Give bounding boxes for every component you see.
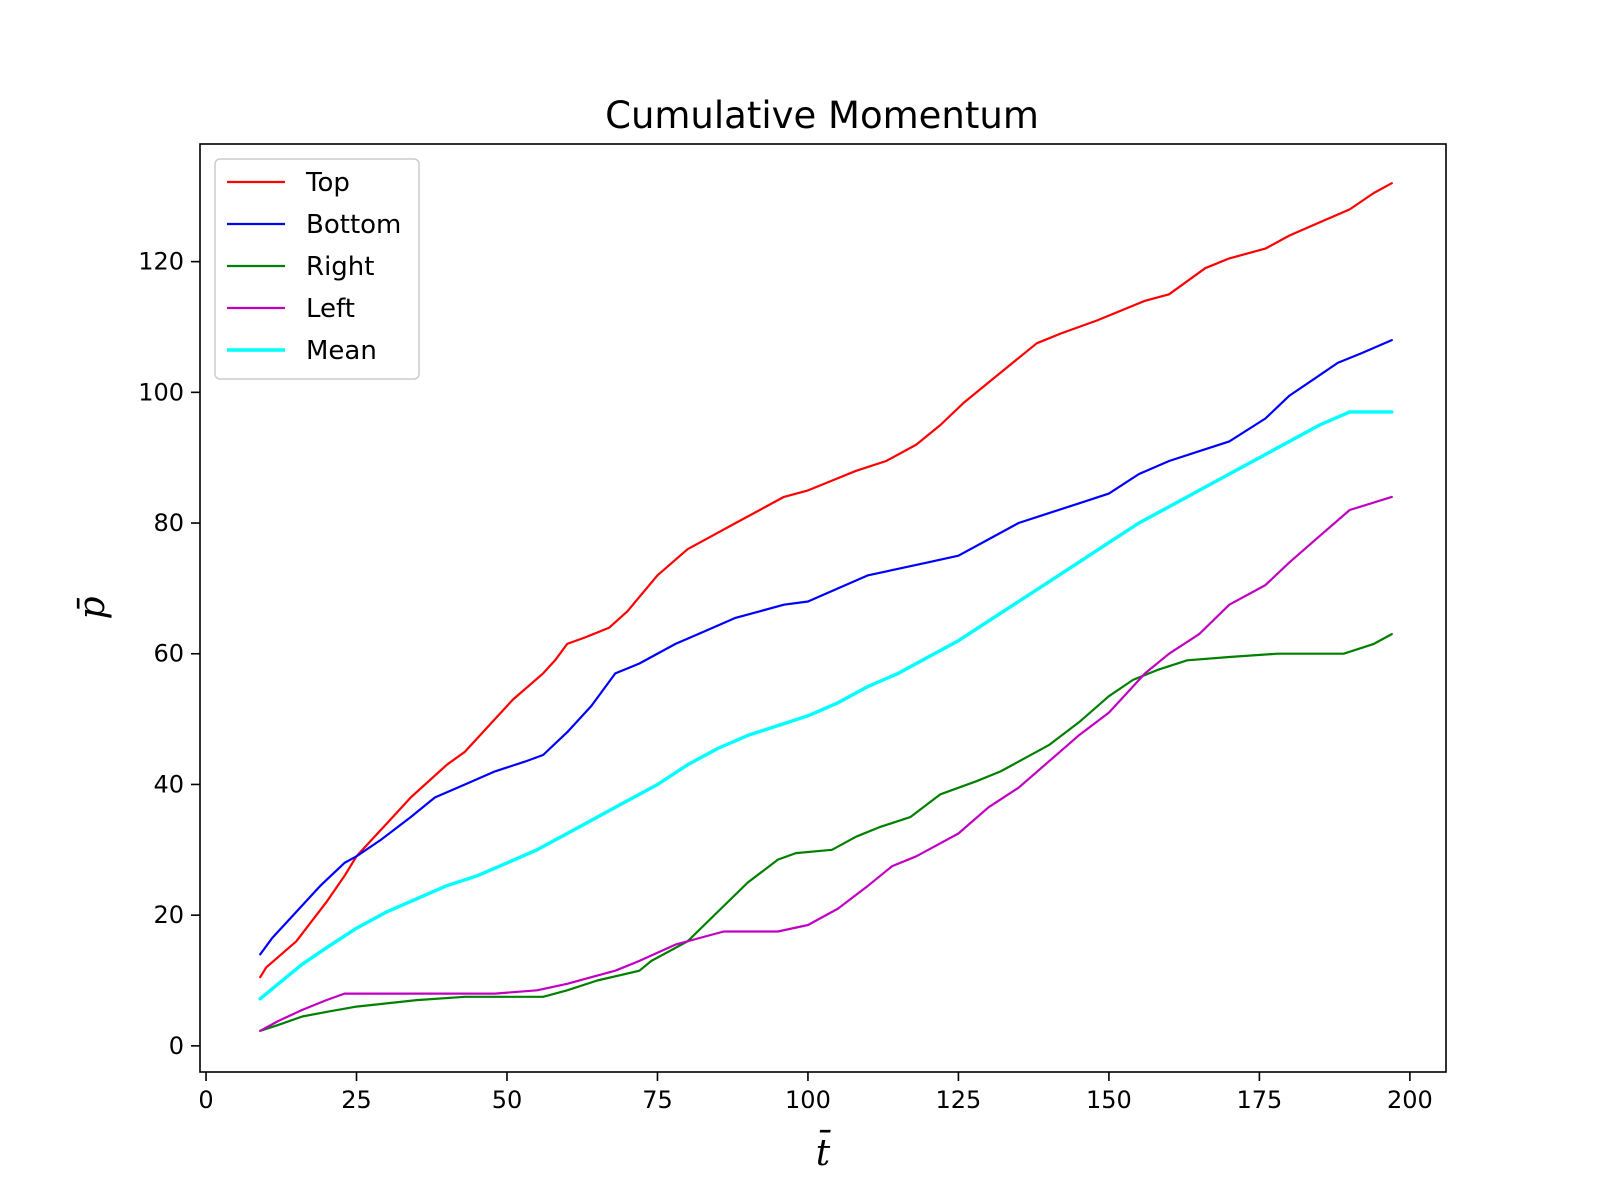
y-tick-label: 100	[138, 378, 184, 406]
y-tick-label: 40	[153, 770, 184, 798]
x-axis-ticks: 0 25 50 75 100 125 150 175 200	[198, 1072, 1433, 1114]
series-line-mean	[258, 410, 1394, 1001]
y-axis-ticks: 0 20 40 60 80 100 120	[138, 248, 200, 1060]
legend-label: Top	[305, 168, 350, 198]
y-axis-label: p̄	[72, 596, 113, 619]
x-tick-label: 75	[642, 1086, 673, 1114]
series-line-left	[259, 495, 1393, 1032]
x-tick-label: 125	[936, 1086, 982, 1114]
y-tick-label: 120	[138, 248, 184, 276]
y-tick-label: 60	[153, 640, 184, 668]
x-tick-label: 25	[341, 1086, 372, 1114]
legend-label: Bottom	[306, 210, 401, 240]
x-tick-label: 175	[1236, 1086, 1282, 1114]
legend-label: Left	[306, 294, 355, 324]
series-line-top	[259, 182, 1393, 979]
x-tick-label: 150	[1086, 1086, 1132, 1114]
legend: Top Bottom Right Left Mean	[214, 158, 420, 380]
series-layer	[258, 182, 1394, 1032]
legend-box	[214, 158, 420, 380]
x-tick-label: 0	[198, 1086, 213, 1114]
legend-label: Right	[306, 252, 374, 282]
y-tick-label: 0	[169, 1032, 184, 1060]
x-tick-label: 200	[1387, 1086, 1433, 1114]
x-tick-label: 100	[785, 1086, 831, 1114]
x-tick-label: 50	[492, 1086, 523, 1114]
x-axis-label: t̄	[816, 1130, 832, 1174]
series-line-bottom	[259, 339, 1393, 956]
series-line-right	[259, 632, 1393, 1032]
plot-frame	[199, 143, 1447, 1073]
legend-label: Mean	[306, 336, 377, 366]
y-tick-label: 20	[153, 901, 184, 929]
chart-title: Cumulative Momentum	[605, 94, 1039, 137]
y-tick-label: 80	[153, 509, 184, 537]
